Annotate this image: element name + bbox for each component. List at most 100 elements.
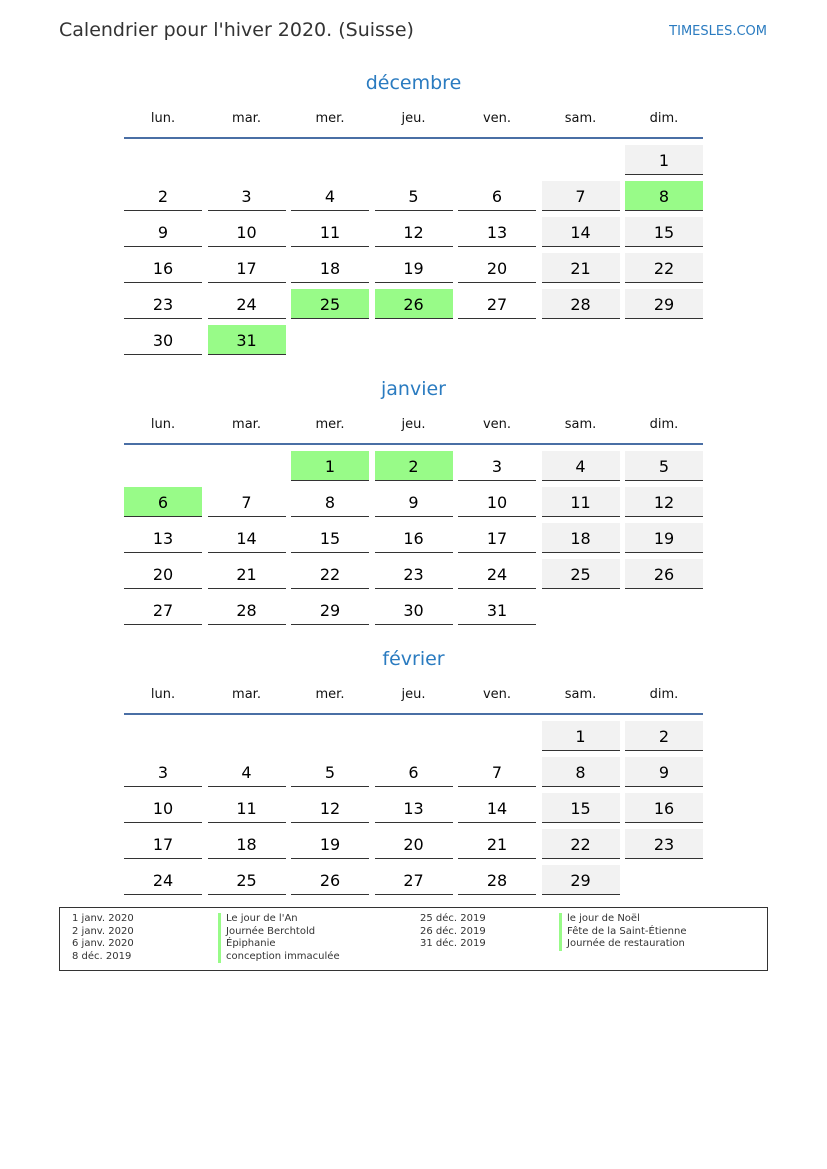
day-cell[interactable]: 11 <box>291 217 369 247</box>
day-cell[interactable]: 8 <box>541 757 620 787</box>
day-cell[interactable]: 6 <box>458 181 536 211</box>
brand-link[interactable]: TIMESLES.COM <box>669 24 767 39</box>
weekday-label: ven. <box>482 687 512 702</box>
day-cell[interactable]: 12 <box>374 217 453 247</box>
day-cell[interactable]: 21 <box>458 829 536 859</box>
day-cell[interactable]: 10 <box>124 793 202 823</box>
day-cell[interactable]: 20 <box>124 559 202 589</box>
day-cell[interactable]: 1 <box>541 721 620 751</box>
weekday-header: lun. mar. mer. jeu. ven. sam. dim. <box>124 413 703 437</box>
day-cell[interactable]: 4 <box>291 181 369 211</box>
day-cell[interactable]: 21 <box>541 253 620 283</box>
day-cell[interactable]: 3 <box>458 451 536 481</box>
month-février: février lun. mar. mer. jeu. ven. sam. dim. 1 2 3 4 5… <box>124 647 703 895</box>
day-cell[interactable]: 31 <box>458 595 536 625</box>
day-cell[interactable]: 31 <box>207 325 286 355</box>
day-cell[interactable]: 17 <box>124 829 202 859</box>
day-cell[interactable]: 26 <box>291 865 369 895</box>
day-cell[interactable]: 16 <box>374 523 453 553</box>
day-cell[interactable]: 2 <box>124 181 202 211</box>
day-cell[interactable]: 10 <box>207 217 286 247</box>
day-cell[interactable]: 6 <box>124 487 202 517</box>
day-cell[interactable]: 25 <box>541 559 620 589</box>
day-cell[interactable]: 5 <box>625 451 703 481</box>
day-cell[interactable]: 19 <box>291 829 369 859</box>
day-cell[interactable]: 13 <box>124 523 202 553</box>
day-cell[interactable]: 3 <box>207 181 286 211</box>
day-cell[interactable]: 29 <box>625 289 703 319</box>
day-cell[interactable]: 19 <box>374 253 453 283</box>
day-cell[interactable]: 4 <box>541 451 620 481</box>
day-cell[interactable]: 22 <box>291 559 369 589</box>
day-cell[interactable]: 15 <box>625 217 703 247</box>
day-cell[interactable]: 12 <box>291 793 369 823</box>
day-cell[interactable]: 20 <box>458 253 536 283</box>
day-cell[interactable]: 5 <box>291 757 369 787</box>
day-cell[interactable]: 30 <box>374 595 453 625</box>
day-cell[interactable]: 7 <box>541 181 620 211</box>
day-cell[interactable]: 25 <box>207 865 286 895</box>
day-cell[interactable]: 8 <box>291 487 369 517</box>
day-cell[interactable]: 13 <box>374 793 453 823</box>
legend-holiday-name: Le jour de l'An <box>218 913 340 926</box>
day-cell[interactable]: 9 <box>374 487 453 517</box>
day-cell[interactable]: 24 <box>124 865 202 895</box>
day-cell[interactable]: 27 <box>458 289 536 319</box>
day-cell[interactable]: 8 <box>625 181 703 211</box>
day-cell[interactable]: 24 <box>458 559 536 589</box>
day-cell[interactable]: 27 <box>374 865 453 895</box>
day-cell[interactable]: 18 <box>291 253 369 283</box>
day-cell[interactable]: 11 <box>541 487 620 517</box>
day-cell[interactable]: 25 <box>291 289 369 319</box>
day-cell[interactable]: 28 <box>458 865 536 895</box>
day-cell[interactable]: 29 <box>291 595 369 625</box>
day-cell[interactable]: 1 <box>625 145 703 175</box>
day-cell[interactable]: 11 <box>207 793 286 823</box>
day-cell[interactable]: 17 <box>458 523 536 553</box>
day-cell[interactable]: 26 <box>625 559 703 589</box>
day-cell[interactable]: 28 <box>207 595 286 625</box>
day-cell[interactable]: 24 <box>207 289 286 319</box>
day-cell[interactable]: 19 <box>625 523 703 553</box>
day-cell[interactable]: 13 <box>458 217 536 247</box>
day-cell[interactable]: 4 <box>207 757 286 787</box>
day-cell[interactable]: 16 <box>625 793 703 823</box>
day-cell[interactable]: 21 <box>207 559 286 589</box>
day-cell[interactable]: 23 <box>124 289 202 319</box>
day-cell[interactable]: 30 <box>124 325 202 355</box>
day-cell[interactable]: 28 <box>541 289 620 319</box>
day-cell[interactable]: 22 <box>625 253 703 283</box>
weekday-label: dim. <box>649 111 679 126</box>
day-cell[interactable]: 9 <box>124 217 202 247</box>
day-cell[interactable]: 18 <box>207 829 286 859</box>
day-cell[interactable]: 16 <box>124 253 202 283</box>
day-cell[interactable]: 6 <box>374 757 453 787</box>
day-cell[interactable]: 7 <box>207 487 286 517</box>
day-cell[interactable]: 14 <box>541 217 620 247</box>
day-cell[interactable]: 2 <box>625 721 703 751</box>
day-cell[interactable]: 7 <box>458 757 536 787</box>
week-row: 10 11 12 13 14 15 16 <box>124 793 703 823</box>
day-cell[interactable]: 14 <box>458 793 536 823</box>
day-cell[interactable]: 12 <box>625 487 703 517</box>
day-cell[interactable]: 17 <box>207 253 286 283</box>
day-cell[interactable]: 26 <box>374 289 453 319</box>
empty-cell <box>458 325 536 355</box>
day-cell[interactable]: 1 <box>291 451 369 481</box>
day-cell[interactable]: 3 <box>124 757 202 787</box>
day-cell[interactable]: 9 <box>625 757 703 787</box>
day-cell[interactable]: 5 <box>374 181 453 211</box>
day-cell[interactable]: 18 <box>541 523 620 553</box>
day-cell[interactable]: 15 <box>291 523 369 553</box>
day-cell[interactable]: 10 <box>458 487 536 517</box>
day-cell[interactable]: 20 <box>374 829 453 859</box>
day-cell[interactable]: 15 <box>541 793 620 823</box>
day-cell[interactable]: 2 <box>374 451 453 481</box>
day-cell[interactable]: 23 <box>374 559 453 589</box>
day-cell[interactable]: 22 <box>541 829 620 859</box>
day-cell[interactable]: 23 <box>625 829 703 859</box>
day-cell[interactable]: 29 <box>541 865 620 895</box>
day-cell[interactable]: 27 <box>124 595 202 625</box>
day-cell[interactable]: 14 <box>207 523 286 553</box>
